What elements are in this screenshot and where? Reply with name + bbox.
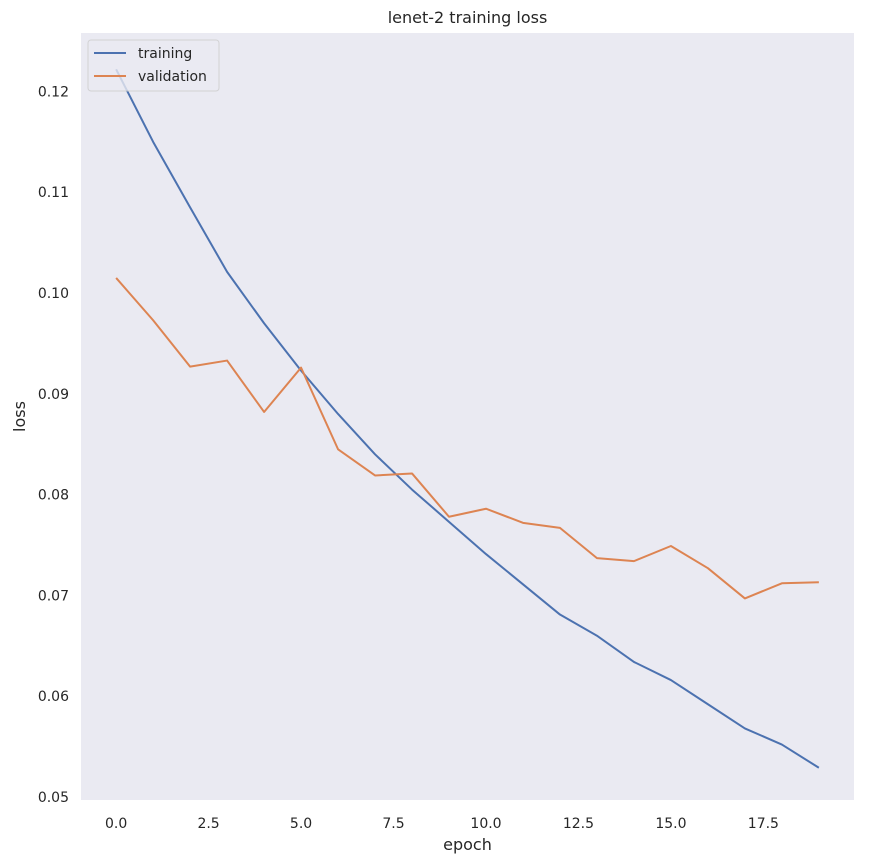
x-tick-label: 0.0 — [105, 816, 127, 832]
series-lines — [115, 68, 820, 769]
y-axis-label: loss — [10, 401, 29, 432]
x-tick-label: 12.5 — [563, 816, 594, 832]
y-tick-label: 0.06 — [38, 689, 69, 705]
x-tick-label: 15.0 — [655, 816, 686, 832]
x-axis-ticks: 0.0 2.5 5.0 7.5 10.0 12.5 15.0 17.5 — [105, 816, 779, 832]
y-tick-label: 0.11 — [38, 185, 69, 201]
series-line-validation — [115, 277, 819, 600]
y-tick-label: 0.12 — [38, 84, 69, 100]
y-axis-ticks: 0.05 0.06 0.07 0.08 0.09 0.10 0.11 0.12 — [38, 84, 69, 806]
legend-label-training: training — [138, 46, 192, 62]
legend: training validation — [87, 39, 220, 92]
x-tick-label: 10.0 — [470, 816, 501, 832]
series-line-training — [115, 68, 820, 769]
chart-title: lenet-2 training loss — [388, 8, 548, 27]
x-axis-label: epoch — [443, 835, 492, 854]
y-tick-label: 0.08 — [38, 488, 69, 504]
x-tick-label: 5.0 — [290, 816, 312, 832]
x-tick-label: 2.5 — [197, 816, 219, 832]
x-tick-label: 17.5 — [748, 816, 779, 832]
legend-label-validation: validation — [138, 69, 207, 85]
y-tick-label: 0.09 — [38, 387, 69, 403]
y-tick-label: 0.07 — [38, 588, 69, 604]
y-tick-label: 0.05 — [38, 790, 69, 806]
x-tick-label: 7.5 — [382, 816, 404, 832]
y-tick-label: 0.10 — [38, 286, 69, 302]
plot-area — [81, 33, 854, 800]
